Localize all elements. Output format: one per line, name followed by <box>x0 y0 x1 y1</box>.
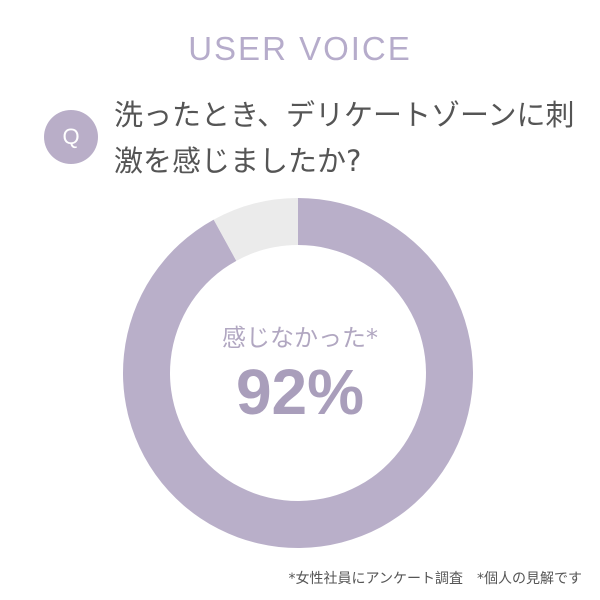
center-label: 感じなかった* <box>222 324 378 352</box>
donut-slice-1 <box>213 198 298 261</box>
footnote: *女性社員にアンケート調査 *個人の見解です <box>288 571 582 587</box>
section-title: USER VOICE <box>188 30 412 67</box>
question-badge: Q <box>44 110 98 164</box>
question-text: 洗ったとき、デリケートゾーンに刺激を感じましたか? <box>114 98 575 178</box>
center-value: 92% <box>235 356 365 428</box>
